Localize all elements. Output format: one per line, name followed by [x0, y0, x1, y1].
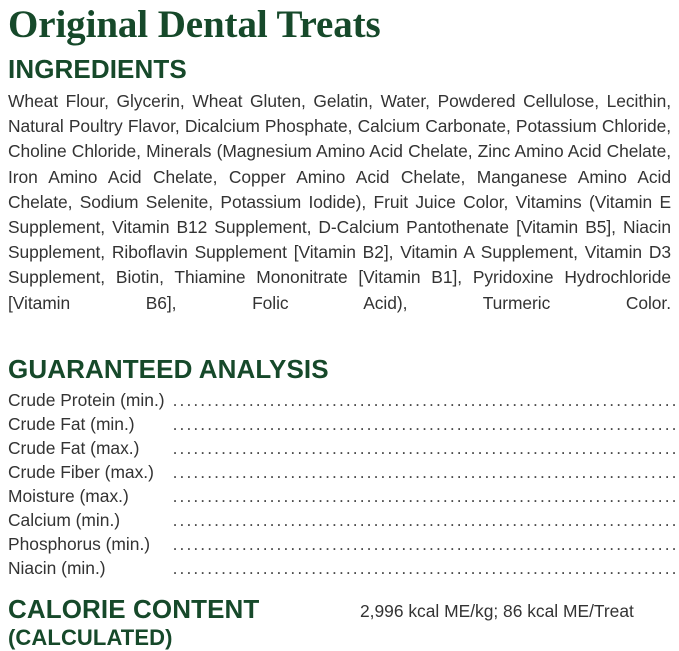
table-row: Crude Protein (min.) ...................…	[8, 388, 679, 412]
dot-leader: ........................................…	[173, 508, 679, 532]
dot-leader-dots: ........................................…	[172, 462, 679, 483]
analysis-label: Crude Fat (max.)	[8, 438, 140, 459]
analysis-label: Moisture (max.)	[8, 486, 129, 507]
guaranteed-analysis-heading: GUARANTEED ANALYSIS	[8, 354, 329, 385]
table-row: Niacin (min.) ..........................…	[8, 556, 679, 580]
analysis-label: Calcium (min.)	[8, 510, 121, 531]
calorie-content-heading: CALORIE CONTENT	[8, 594, 260, 625]
dot-leader: ........................................…	[173, 436, 679, 460]
dot-leader-dots: ........................................…	[172, 558, 679, 579]
dot-leader: ........................................…	[173, 460, 679, 484]
ingredients-text: Wheat Flour, Glycerin, Wheat Gluten, Gel…	[8, 91, 671, 313]
page-title: Original Dental Treats	[8, 3, 381, 46]
guaranteed-analysis-rows: Crude Protein (min.) ...................…	[8, 388, 679, 580]
guaranteed-analysis-table: Crude Protein (min.) ...................…	[8, 388, 679, 580]
dot-leader-dots: ........................................…	[172, 390, 679, 411]
calorie-heading-group: CALORIE CONTENT (CALCULATED)	[8, 594, 360, 651]
dot-leader: ........................................…	[173, 484, 679, 508]
calorie-content-block: CALORIE CONTENT (CALCULATED) 2,996 kcal …	[8, 594, 671, 651]
table-row: Calcium (min.) .........................…	[8, 508, 679, 532]
analysis-label: Crude Fiber (max.)	[8, 462, 154, 483]
dot-leader-dots: ........................................…	[172, 486, 679, 507]
dot-leader: ........................................…	[173, 532, 679, 556]
dot-leader-dots: ........................................…	[172, 510, 679, 531]
dot-leader: ........................................…	[173, 412, 679, 436]
analysis-label: Phosphorus (min.)	[8, 534, 151, 555]
table-row: Crude Fat (min.) .......................…	[8, 412, 679, 436]
table-row: Phosphorus (min.) ......................…	[8, 532, 679, 556]
dot-leader: ........................................…	[173, 556, 679, 580]
table-row: Crude Fat (max.) .......................…	[8, 436, 679, 460]
dot-leader: ........................................…	[173, 388, 679, 412]
dot-leader-dots: ........................................…	[172, 438, 679, 459]
calorie-content-value: 2,996 kcal ME/kg; 86 kcal ME/Treat	[360, 601, 634, 622]
analysis-label: Niacin (min.)	[8, 558, 106, 579]
dot-leader-dots: ........................................…	[172, 534, 679, 555]
dot-leader-dots: ........................................…	[172, 414, 679, 435]
calorie-content-subheading: (CALCULATED)	[8, 625, 173, 651]
analysis-label: Crude Protein (min.)	[8, 390, 165, 411]
analysis-label: Crude Fat (min.)	[8, 414, 135, 435]
table-row: Crude Fiber (max.) .....................…	[8, 460, 679, 484]
table-row: Moisture (max.) ........................…	[8, 484, 679, 508]
ingredients-heading: INGREDIENTS	[8, 54, 187, 84]
